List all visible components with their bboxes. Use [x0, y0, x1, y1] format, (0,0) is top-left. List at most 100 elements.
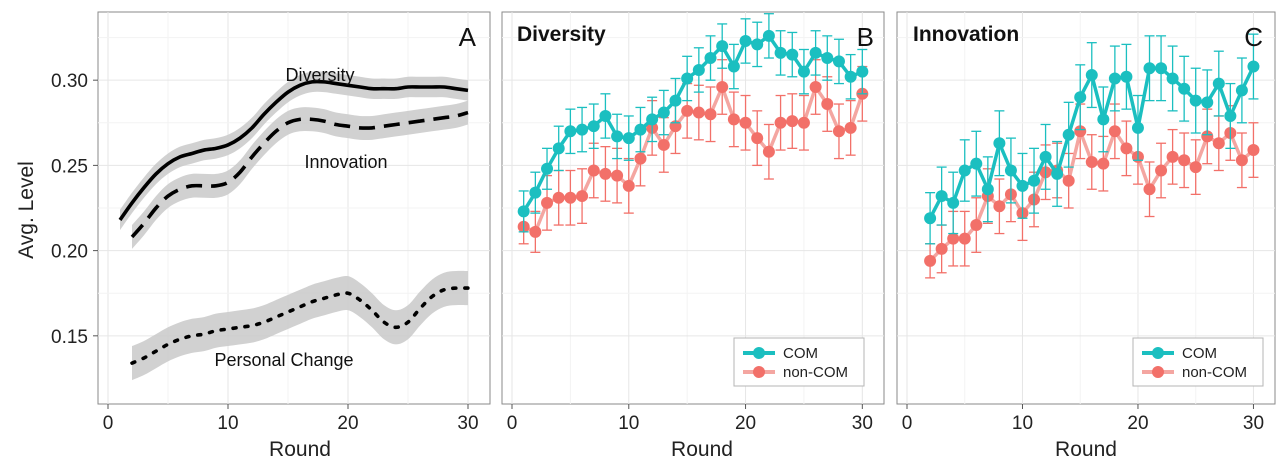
legend-com-label: COM [1182, 345, 1217, 362]
x-tick-label: 10 [217, 413, 238, 434]
data-point-noncom [821, 98, 834, 111]
data-point-noncom [970, 219, 983, 232]
data-point-noncom [832, 125, 845, 138]
panel-b-letter: B [857, 22, 874, 52]
data-point-com [993, 137, 1006, 150]
panel-c: 0 10 20 30 Innovation C COM non-COM Round [896, 11, 1276, 461]
data-point-noncom [599, 167, 612, 180]
data-point-com [564, 125, 577, 138]
data-point-com [622, 132, 635, 145]
data-point-com [1189, 94, 1202, 107]
data-point-com [669, 94, 682, 107]
data-point-com [1178, 82, 1191, 95]
panel-b-title: Diversity [517, 23, 606, 46]
panel-c-series [924, 33, 1260, 279]
data-point-noncom [809, 80, 822, 93]
data-point-noncom [1108, 125, 1121, 138]
data-point-com [681, 72, 694, 85]
data-point-com [1166, 72, 1179, 85]
line-innovation [130, 110, 469, 239]
data-point-com [856, 65, 869, 78]
data-point-com [786, 48, 799, 61]
legend-com-marker [753, 347, 765, 359]
data-point-com [541, 162, 554, 175]
data-point-com [924, 212, 937, 225]
x-tick-label: 0 [902, 413, 913, 434]
data-point-noncom [587, 164, 600, 177]
data-point-noncom [786, 115, 799, 128]
data-point-noncom [1178, 154, 1191, 167]
data-point-noncom [657, 138, 670, 151]
legend-com-label: COM [783, 345, 818, 362]
data-point-com [970, 157, 983, 170]
data-point-noncom [797, 116, 810, 129]
legend-noncom-label: non-COM [783, 364, 848, 381]
data-point-noncom [552, 191, 565, 204]
data-point-com [1143, 62, 1156, 75]
series-label-personal-change: Personal Change [214, 350, 353, 370]
data-point-com [1028, 174, 1041, 187]
series-com [924, 33, 1260, 245]
data-point-noncom [1143, 183, 1156, 196]
y-tick-label: 0.30 [51, 71, 88, 92]
panel-c-legend-box [1132, 337, 1264, 387]
x-tick-label: 30 [457, 413, 478, 434]
data-point-com [692, 63, 705, 76]
panel-c-x-axis-title: Round [1055, 438, 1117, 461]
data-point-noncom [1097, 157, 1110, 170]
data-point-com [587, 120, 600, 133]
y-tick-label: 0.15 [51, 327, 88, 348]
data-point-com [1212, 77, 1225, 90]
data-point-com [739, 34, 752, 47]
data-point-com [657, 106, 670, 119]
data-point-noncom [611, 169, 624, 182]
data-point-com [1131, 121, 1144, 134]
data-point-noncom [692, 106, 705, 119]
panel-a-lines [118, 79, 470, 365]
data-point-com [832, 55, 845, 68]
series-com [517, 13, 869, 233]
data-point-com [599, 109, 612, 122]
data-point-noncom [576, 190, 589, 203]
band-personal-change [132, 270, 468, 381]
data-point-com [611, 130, 624, 143]
data-point-noncom [1201, 130, 1214, 143]
panel-a-letter: A [459, 22, 477, 52]
data-point-noncom [1189, 161, 1202, 174]
data-point-noncom [1155, 164, 1168, 177]
data-point-com [1108, 72, 1121, 85]
data-point-noncom [1247, 144, 1260, 157]
data-point-noncom [716, 80, 729, 93]
data-point-com [844, 70, 857, 83]
data-point-com [576, 123, 589, 136]
panel-c-title: Innovation [913, 23, 1019, 46]
data-point-com [1097, 113, 1110, 126]
data-point-com [552, 142, 565, 155]
data-point-com [1120, 70, 1133, 83]
data-point-noncom [751, 132, 764, 145]
data-point-noncom [1212, 137, 1225, 150]
data-point-com [529, 186, 542, 199]
data-point-com [517, 205, 530, 218]
data-point-noncom [1235, 154, 1248, 167]
x-tick-label: 0 [507, 413, 518, 434]
data-point-noncom [622, 179, 635, 192]
data-point-com [1074, 91, 1087, 104]
panel-b-legend-box [733, 337, 865, 387]
data-point-com [1247, 60, 1260, 73]
band-innovation [132, 100, 468, 249]
data-point-com [1224, 109, 1237, 122]
data-point-noncom [529, 225, 542, 238]
panel-c-x-ticks: 0 10 20 30 [902, 404, 1264, 434]
data-point-noncom [739, 116, 752, 129]
series-label-diversity: Diversity [285, 65, 354, 85]
panel-b-x-axis-title: Round [671, 438, 733, 461]
panel-b: 0 10 20 30 Diversity B COM non-COM Round [501, 11, 885, 461]
data-point-com [981, 183, 994, 196]
panel-b-x-ticks: 0 10 20 30 [507, 404, 873, 434]
data-point-com [774, 46, 787, 59]
data-point-com [634, 123, 647, 136]
data-point-com [935, 190, 948, 203]
line-diversity [118, 79, 469, 221]
